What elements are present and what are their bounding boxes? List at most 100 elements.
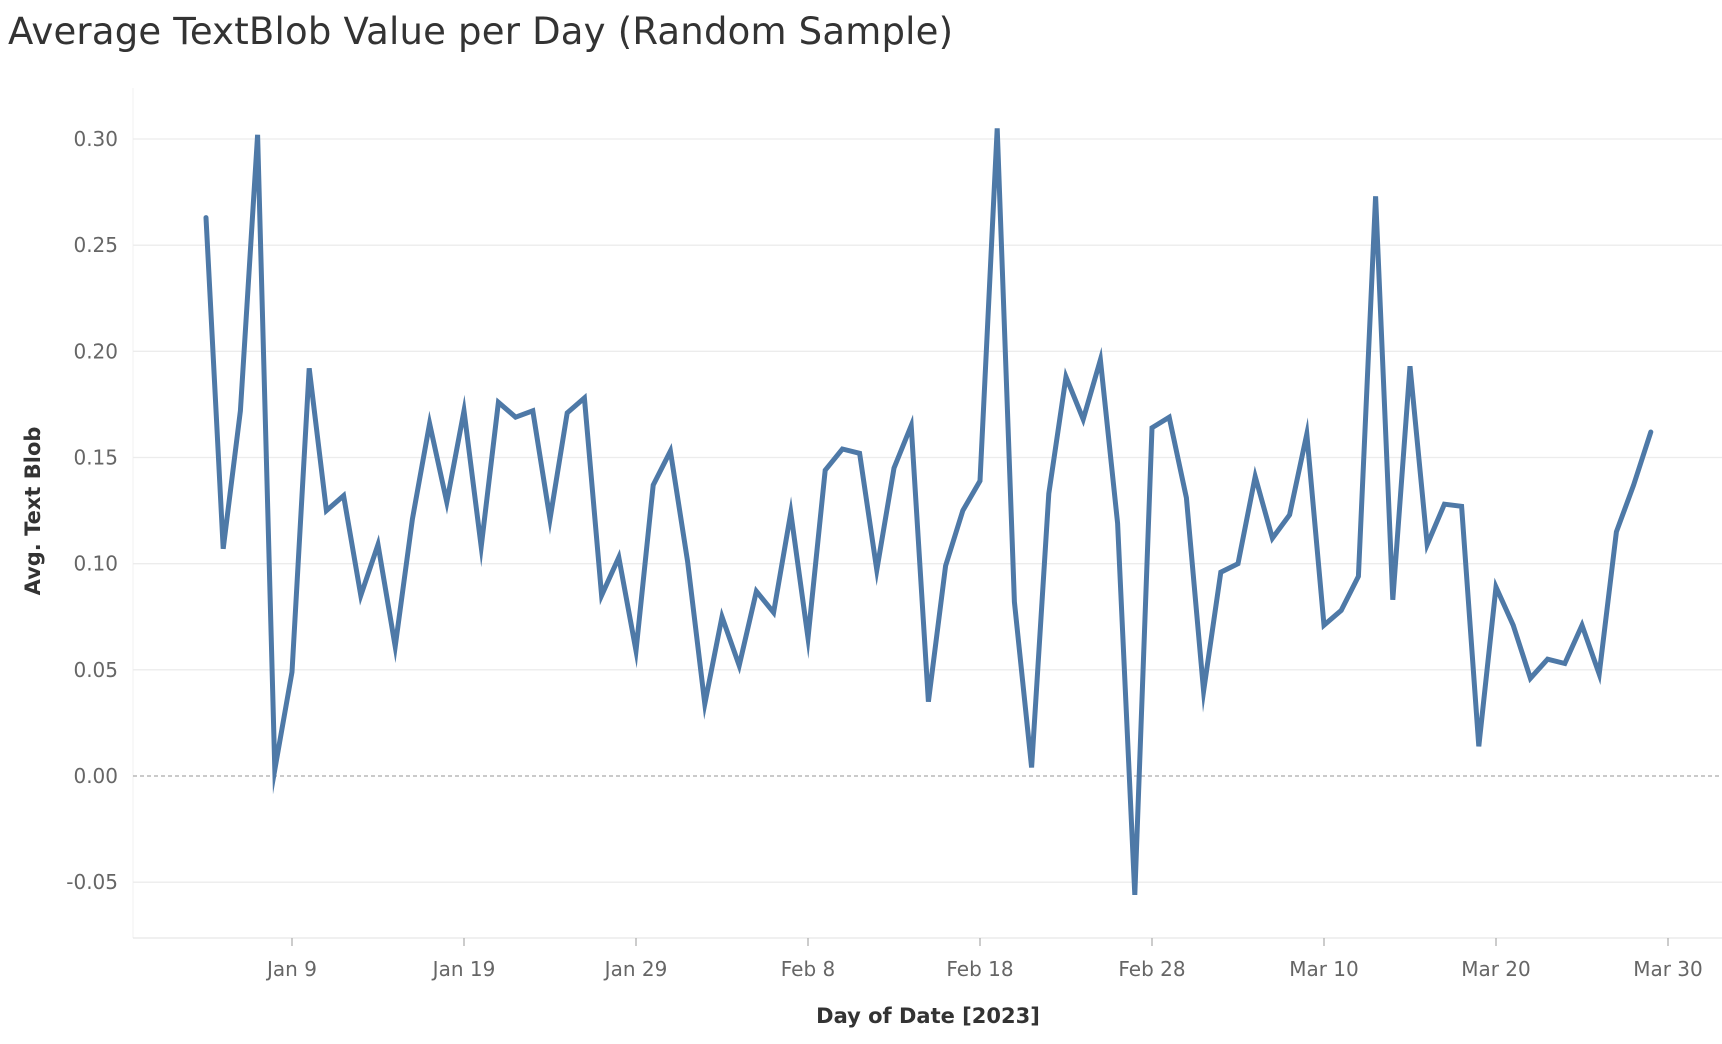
y-tick-label: -0.05	[66, 870, 118, 894]
data-point	[272, 767, 277, 772]
data-point	[1322, 623, 1327, 628]
data-point	[1270, 536, 1275, 541]
y-tick-label: 0.25	[73, 233, 118, 257]
data-point	[634, 648, 639, 653]
data-point	[1494, 585, 1499, 590]
y-tick-label: 0.30	[73, 127, 118, 151]
data-point	[358, 593, 363, 598]
data-point	[1029, 765, 1034, 770]
data-point	[788, 510, 793, 515]
gridlines	[133, 138, 1722, 883]
y-axis-ticks: -0.05 0.00 0.05 0.10 0.15 0.20 0.25 0.30	[66, 127, 118, 894]
data-point	[290, 670, 295, 675]
data-point	[530, 408, 535, 413]
x-tick-label: Jan 9	[265, 957, 317, 981]
data-point	[1442, 502, 1447, 507]
data-point	[496, 400, 501, 405]
x-tick-label: Mar 10	[1289, 957, 1359, 981]
y-axis-title: Avg. Text Blob	[21, 427, 45, 596]
y-tick-label: 0.20	[73, 339, 118, 363]
data-point	[1132, 892, 1137, 897]
data-point	[926, 699, 931, 704]
data-point	[909, 423, 914, 428]
data-point	[462, 408, 467, 413]
data-point	[1373, 194, 1378, 199]
y-tick-label: 0.05	[73, 658, 118, 682]
x-tick-label: Feb 18	[946, 957, 1013, 981]
data-point	[1287, 512, 1292, 517]
data-point	[548, 517, 553, 522]
x-axis-title: Day of Date [2023]	[816, 1004, 1040, 1028]
chart-title: Average TextBlob Value per Day (Random S…	[8, 10, 954, 53]
data-point	[1236, 561, 1241, 566]
x-tick-label: Mar 30	[1633, 957, 1703, 981]
data-point	[702, 701, 707, 706]
data-point	[616, 555, 621, 560]
data-point	[857, 451, 862, 456]
data-point	[1528, 676, 1533, 681]
data-point	[685, 559, 690, 564]
data-point	[978, 478, 983, 483]
x-axis: Jan 9 Jan 19 Jan 29 Feb 8 Feb 18 Feb 28 Mar 10…	[133, 937, 1722, 981]
data-point	[479, 544, 484, 549]
data-point	[720, 614, 725, 619]
data-point	[255, 132, 260, 137]
data-point	[1580, 623, 1585, 628]
data-point	[1339, 608, 1344, 613]
data-point	[1597, 672, 1602, 677]
data-point	[892, 466, 897, 471]
data-point	[960, 508, 965, 513]
data-point	[582, 396, 587, 401]
y-tick-label: 0.15	[73, 446, 118, 470]
data-point	[771, 610, 776, 615]
data-point	[1631, 483, 1636, 488]
data-point	[427, 421, 432, 426]
data-point	[1046, 491, 1051, 496]
data-point	[1459, 504, 1464, 509]
data-point	[1115, 521, 1120, 526]
data-point	[1184, 495, 1189, 500]
data-point	[324, 508, 329, 513]
data-point	[238, 408, 243, 413]
data-point	[1304, 432, 1309, 437]
data-point	[1081, 417, 1086, 422]
series-line-group	[203, 126, 1654, 897]
data-point	[341, 493, 346, 498]
data-point	[513, 415, 518, 420]
data-point	[1218, 570, 1223, 575]
data-point	[1253, 474, 1258, 479]
data-point	[1201, 689, 1206, 694]
data-point	[393, 644, 398, 649]
data-point	[668, 449, 673, 454]
x-tick-label: Feb 8	[781, 957, 836, 981]
x-tick-label: Jan 19	[431, 957, 496, 981]
data-point	[754, 589, 759, 594]
data-point	[1425, 542, 1430, 547]
data-point	[943, 563, 948, 568]
data-point	[1511, 623, 1516, 628]
data-point	[1098, 357, 1103, 362]
data-point	[1545, 657, 1550, 662]
data-point	[1012, 599, 1017, 604]
data-point	[1648, 430, 1653, 435]
data-point	[1408, 364, 1413, 369]
data-point	[651, 483, 656, 488]
y-tick-label: 0.10	[73, 552, 118, 576]
data-point	[995, 126, 1000, 131]
data-point	[221, 546, 226, 551]
data-point	[806, 636, 811, 641]
data-point	[307, 366, 312, 371]
x-tick-label: Jan 29	[603, 957, 668, 981]
data-point	[599, 593, 604, 598]
data-point	[1562, 661, 1567, 666]
data-point	[823, 468, 828, 473]
data-point	[1390, 597, 1395, 602]
data-point	[1150, 425, 1155, 430]
data-point	[1356, 574, 1361, 579]
data-point	[376, 542, 381, 547]
data-point	[874, 568, 879, 573]
data-point	[1064, 374, 1069, 379]
data-point	[204, 215, 209, 220]
data-point	[737, 663, 742, 668]
